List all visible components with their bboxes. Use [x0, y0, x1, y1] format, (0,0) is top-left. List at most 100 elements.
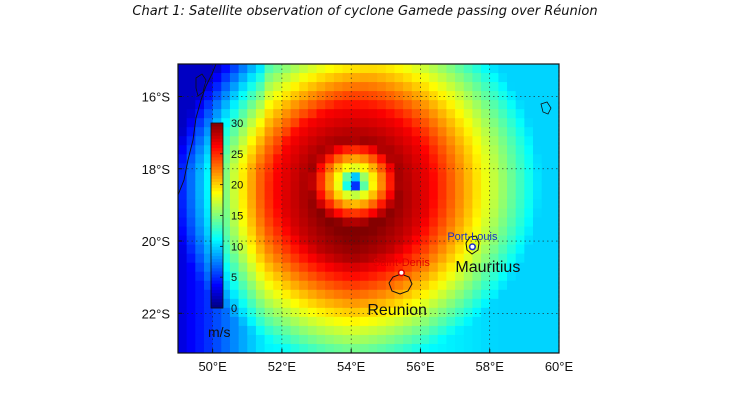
wind-cell [333, 316, 344, 327]
wind-cell [290, 190, 300, 201]
wind-cell [203, 208, 214, 219]
wind-cell [325, 316, 335, 327]
wind-cell [472, 163, 482, 173]
colorbar-swatch [211, 264, 223, 269]
wind-cell [411, 118, 422, 128]
wind-cell [463, 145, 474, 155]
wind-cell [489, 136, 499, 146]
wind-cell [463, 262, 474, 273]
wind-cell [247, 244, 257, 255]
wind-cell [455, 325, 465, 336]
wind-cell [377, 262, 387, 273]
wind-cell [377, 307, 387, 318]
wind-cell [195, 145, 205, 155]
wind-cell [437, 109, 448, 119]
colorbar-swatch [211, 150, 223, 155]
wind-cell [368, 73, 378, 83]
wind-cell [481, 280, 491, 291]
wind-cell [238, 73, 248, 83]
wind-cell [437, 325, 448, 336]
wind-cell [359, 289, 370, 300]
wind-cell [498, 262, 508, 273]
wind-cell [307, 280, 318, 291]
wind-cell [221, 163, 231, 173]
wind-cell [316, 181, 326, 192]
wind-cell [333, 136, 344, 146]
wind-cell [255, 271, 266, 282]
wind-cell [255, 136, 266, 146]
wind-cell [359, 64, 370, 74]
wind-cell [299, 253, 309, 264]
wind-cell [281, 109, 292, 119]
wind-cell [221, 289, 231, 300]
wind-cell [359, 199, 370, 210]
wind-cell [264, 145, 274, 155]
wind-cell [446, 91, 456, 101]
wind-cell [299, 280, 309, 291]
wind-cell [273, 199, 283, 210]
wind-cell [281, 244, 292, 255]
colorbar-swatch [211, 224, 223, 229]
wind-cell [533, 334, 543, 345]
wind-cell [455, 91, 465, 101]
wind-cell [307, 163, 318, 173]
wind-cell [498, 280, 508, 291]
wind-cell [533, 91, 543, 101]
wind-cell [524, 307, 534, 318]
wind-cell [229, 316, 240, 327]
wind-cell [368, 298, 378, 309]
wind-cell [316, 154, 326, 164]
wind-cell [299, 172, 309, 183]
wind-cell [351, 262, 361, 273]
wind-cell [368, 325, 378, 336]
wind-cell [229, 298, 240, 309]
wind-cell [507, 244, 517, 255]
wind-cell [307, 316, 318, 327]
wind-cell [238, 172, 248, 183]
wind-cell [264, 163, 274, 173]
wind-cell [455, 64, 465, 74]
colorbar-swatch [211, 289, 223, 293]
wind-cell [195, 73, 205, 83]
wind-cell [195, 217, 205, 228]
wind-cell [333, 244, 344, 255]
wind-cell [178, 172, 188, 183]
wind-cell [472, 127, 482, 137]
wind-cell [550, 136, 559, 146]
wind-cell [394, 244, 404, 255]
wind-cell [541, 190, 551, 201]
wind-cell [411, 343, 422, 353]
wind-cell [437, 271, 448, 282]
wind-cell [342, 316, 352, 327]
wind-cell [221, 244, 231, 255]
wind-cell [455, 208, 465, 219]
wind-cell [524, 154, 534, 164]
wind-cell [455, 289, 465, 300]
wind-cell [351, 154, 361, 164]
wind-cell [507, 73, 517, 83]
wind-cell [420, 136, 430, 146]
wind-cell [498, 253, 508, 264]
colorbar-swatch [211, 221, 223, 226]
wind-cell [533, 343, 543, 353]
wind-cell [385, 82, 396, 92]
wind-cell [325, 73, 335, 83]
wind-cell [333, 262, 344, 273]
wind-cell [221, 325, 231, 336]
wind-cell [472, 217, 482, 228]
wind-cell [264, 316, 274, 327]
wind-cell [550, 235, 559, 246]
wind-cell [515, 109, 525, 119]
wind-cell [446, 343, 456, 353]
wind-cell [429, 118, 439, 128]
wind-cell [446, 172, 456, 183]
wind-cell [273, 154, 283, 164]
wind-cell [403, 127, 413, 137]
wind-cell [550, 280, 559, 291]
wind-cell [515, 199, 525, 210]
wind-cell [385, 154, 396, 164]
wind-cell [385, 289, 396, 300]
wind-cell [377, 325, 387, 336]
wind-cell [394, 73, 404, 83]
wind-cell [359, 100, 370, 110]
